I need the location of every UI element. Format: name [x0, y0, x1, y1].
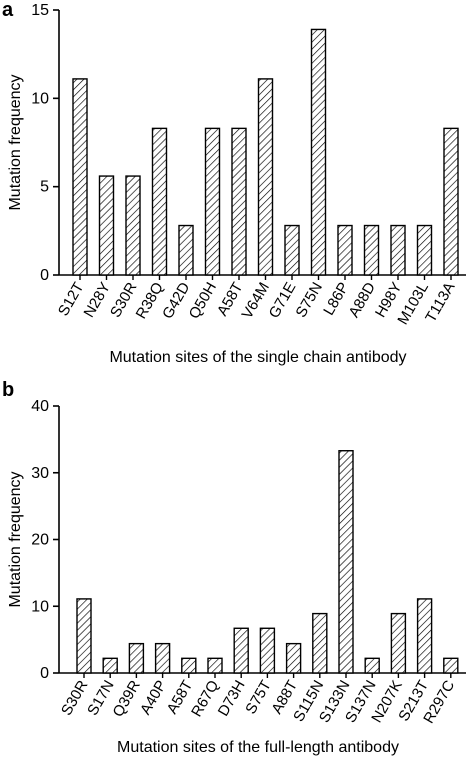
bar-A58T	[231, 127, 247, 276]
bar-H98Y	[390, 224, 406, 276]
bar-N207K	[390, 612, 407, 674]
bar-R67Q	[207, 657, 223, 674]
y-tick-label: 15	[31, 2, 49, 19]
bar-S30R	[125, 175, 141, 276]
bar-M103L	[416, 224, 433, 276]
y-tick-label: 30	[31, 465, 49, 482]
x-tick-label: V64M	[239, 280, 273, 322]
bar-G71E	[284, 224, 300, 276]
x-tick-label: S75T	[242, 678, 275, 718]
bar-T113A	[443, 127, 459, 276]
bar-A40P	[154, 642, 171, 674]
bar-V64M	[257, 78, 274, 276]
x-axis-title: Mutation sites of the full-length antibo…	[117, 739, 399, 756]
x-tick-label: S75N	[292, 280, 325, 321]
bar-A58T	[181, 657, 197, 674]
x-tick-label: R67Q	[188, 678, 222, 720]
bar-S12T	[72, 78, 88, 276]
panel-label-a: a	[2, 0, 14, 21]
bar-R38Q	[151, 127, 168, 276]
x-tick-label: D73H	[215, 678, 249, 720]
x-tick-label: Q50H	[186, 280, 220, 322]
bar-S137N	[364, 657, 380, 674]
x-tick-label: G71E	[266, 280, 300, 322]
bar-S133N	[338, 450, 354, 674]
x-tick-label: A88D	[345, 279, 379, 320]
bar-S115N	[312, 612, 328, 674]
x-tick-label: A40P	[137, 678, 170, 718]
chart-panel-a: 051015S12TN28YS30RR38QG42DQ50HA58TV64MG7…	[7, 2, 466, 366]
y-tick-label: 10	[31, 598, 49, 615]
y-tick-label: 40	[31, 398, 49, 415]
bar-R297C	[443, 657, 459, 674]
bar-S30R	[76, 598, 92, 674]
bar-S75T	[259, 627, 276, 674]
bar-D73H	[233, 627, 249, 674]
bar-S17N	[102, 657, 118, 674]
bar-A88D	[363, 224, 380, 276]
bar-A88T	[285, 642, 302, 674]
y-axis-title: Mutation frequency	[7, 471, 24, 607]
chart-panel-b: 010203040S30RS17NQ39RA40PA58TR67QD73HS75…	[7, 398, 466, 756]
bar-N28Y	[98, 175, 115, 276]
panel-label-b: b	[2, 379, 14, 401]
y-tick-label: 20	[31, 532, 49, 549]
y-tick-label: 0	[40, 267, 49, 284]
bar-L86P	[337, 224, 353, 276]
bar-S75N	[310, 28, 327, 276]
bar-G42D	[178, 224, 194, 276]
bar-Q39R	[128, 642, 145, 674]
y-axis-title: Mutation frequency	[7, 74, 24, 210]
x-axis-title: Mutation sites of the single chain antib…	[109, 349, 406, 366]
bar-S213T	[416, 598, 433, 674]
x-tick-label: Q39R	[110, 677, 144, 720]
x-tick-label: N28Y	[80, 280, 113, 321]
bar-Q50H	[204, 127, 221, 276]
y-tick-label: 0	[40, 665, 49, 682]
y-tick-label: 10	[31, 90, 49, 107]
y-tick-label: 5	[40, 179, 49, 196]
